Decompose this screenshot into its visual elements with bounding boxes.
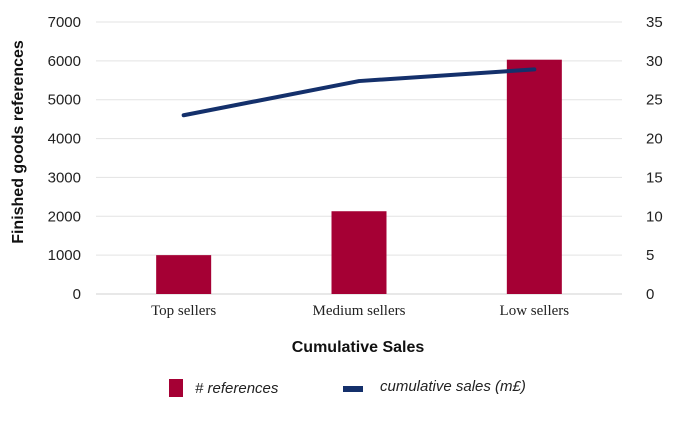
cumulative-line	[181, 67, 537, 118]
legend-label-references: # references	[195, 380, 279, 397]
x-axis-title: Cumulative Sales	[292, 339, 425, 356]
bar	[156, 255, 212, 294]
right-tick-label: 35	[646, 14, 663, 31]
right-tick-label: 20	[646, 131, 663, 148]
series-line-cumulative-sales	[181, 67, 537, 118]
left-tick-label: 1000	[48, 247, 81, 264]
category-labels: Top sellers Medium sellers Low sellers	[151, 303, 569, 319]
bar	[331, 211, 387, 294]
left-tick-label: 2000	[48, 208, 81, 225]
left-tick-label: 4000	[48, 131, 81, 148]
left-axis-ticks: 0 1000 2000 3000 4000 5000 6000 7000	[48, 14, 81, 303]
left-tick-label: 0	[73, 286, 81, 303]
bar	[506, 59, 562, 294]
right-tick-label: 0	[646, 286, 654, 303]
right-tick-label: 25	[646, 92, 663, 109]
left-tick-label: 6000	[48, 53, 81, 70]
legend: # references cumulative sales (m£)	[169, 378, 526, 397]
left-tick-label: 5000	[48, 92, 81, 109]
left-tick-label: 3000	[48, 169, 81, 186]
legend-swatch-cumulative-sales	[343, 386, 363, 392]
right-tick-label: 30	[646, 53, 663, 70]
right-tick-label: 10	[646, 208, 663, 225]
category-label: Medium sellers	[313, 303, 406, 319]
left-tick-label: 7000	[48, 14, 81, 31]
y-axis-title: Finished goods references	[10, 40, 27, 244]
bars	[156, 59, 562, 294]
category-label: Low sellers	[500, 303, 570, 319]
category-label: Top sellers	[151, 303, 216, 319]
legend-label-cumulative-sales: cumulative sales (m£)	[380, 378, 526, 395]
right-axis-ticks: 0 5 10 15 20 25 30 35	[646, 14, 663, 303]
right-tick-label: 5	[646, 247, 654, 264]
legend-swatch-references	[169, 379, 183, 397]
right-tick-label: 15	[646, 169, 663, 186]
